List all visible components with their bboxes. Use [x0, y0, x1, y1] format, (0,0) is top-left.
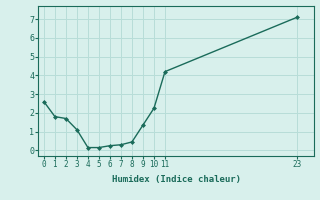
X-axis label: Humidex (Indice chaleur): Humidex (Indice chaleur)	[111, 175, 241, 184]
